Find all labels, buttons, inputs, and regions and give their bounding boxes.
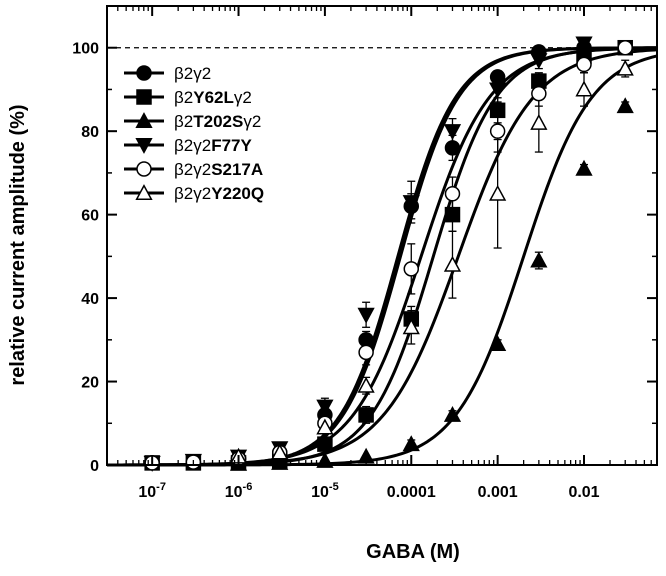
series-3-point bbox=[489, 335, 507, 351]
series-4-point bbox=[443, 124, 462, 141]
series-5-point bbox=[489, 123, 506, 139]
series-4-point bbox=[489, 82, 507, 99]
legend-marker bbox=[135, 138, 153, 154]
legend-entry-6: β2γ2Y220Q bbox=[124, 184, 264, 203]
series-6-point bbox=[443, 255, 462, 272]
legend-entry-1: β2γ2 bbox=[124, 64, 211, 83]
series-5-point bbox=[444, 186, 461, 202]
series-4-point bbox=[357, 307, 375, 324]
series-4-point bbox=[575, 36, 593, 53]
fit-curves bbox=[107, 46, 658, 467]
series-1-point bbox=[489, 69, 506, 85]
y-axis-title: relative current amplitude (%) bbox=[7, 104, 29, 385]
legend-marker bbox=[135, 112, 153, 128]
series-5-point bbox=[576, 56, 592, 73]
plot-frame bbox=[106, 5, 658, 466]
series-5-point bbox=[403, 261, 420, 277]
legend-label: β2γ2F77Y bbox=[174, 136, 252, 155]
legend-label: β2γ2S217A bbox=[174, 160, 263, 179]
series-6-point bbox=[271, 443, 289, 460]
series-2-fit-curve bbox=[107, 46, 658, 467]
series-2-point bbox=[317, 436, 333, 452]
series-4-point bbox=[530, 53, 548, 70]
series-6-point bbox=[489, 184, 507, 201]
series-5-point bbox=[531, 85, 547, 102]
legend-marker bbox=[135, 184, 153, 200]
series-6-point bbox=[575, 80, 593, 97]
series-4-point bbox=[316, 399, 334, 416]
y-tick-label: 100 bbox=[72, 41, 99, 58]
series-1-fit-curve bbox=[107, 46, 658, 467]
axes: 0 20 40 60 80 100 10-7 10-6 10-5 0.0001 0.001 0.01 bbox=[72, 5, 658, 501]
series-6-point bbox=[616, 59, 634, 76]
legend-marker bbox=[136, 161, 152, 177]
legend-entry-5: β2γ2S217A bbox=[124, 160, 263, 179]
series-6-point bbox=[316, 418, 334, 435]
series-2-point bbox=[444, 206, 461, 223]
series-6-point bbox=[357, 376, 375, 393]
x-tick-label: 10-6 bbox=[225, 481, 253, 501]
legend-label: β2γ2 bbox=[174, 64, 211, 83]
legend-label: β2T202Sγ2 bbox=[174, 112, 261, 131]
series-3-point bbox=[443, 406, 462, 422]
legend: β2γ2 β2Y62Lγ2 β2T202Sγ2 β2γ2F77Y β2γ2S217A β2… bbox=[124, 64, 264, 203]
y-tick-label: 60 bbox=[81, 208, 99, 225]
series-2-point bbox=[489, 102, 506, 119]
x-tick-label: 10-7 bbox=[138, 481, 166, 501]
series-5-fit-curve bbox=[107, 46, 658, 467]
x-tick-label: 0.001 bbox=[478, 484, 518, 501]
series-4-fit-curve bbox=[107, 46, 657, 467]
legend-label: β2Y62Lγ2 bbox=[174, 88, 252, 107]
series-5-point bbox=[358, 344, 374, 361]
series-3-point bbox=[616, 97, 634, 114]
legend-entry-2: β2Y62Lγ2 bbox=[124, 88, 252, 107]
legend-marker bbox=[136, 89, 152, 105]
series-4-point bbox=[402, 195, 420, 212]
x-tick-label: 0.0001 bbox=[387, 484, 436, 501]
y-tick-label: 20 bbox=[81, 375, 99, 392]
legend-marker bbox=[136, 65, 152, 81]
series-3-point bbox=[402, 435, 420, 452]
series-3-point bbox=[530, 251, 548, 268]
y-tick-label: 0 bbox=[90, 458, 99, 475]
legend-entry-4: β2γ2F77Y bbox=[124, 136, 252, 155]
x-tick-label: 0.01 bbox=[568, 484, 599, 501]
series-5-point bbox=[617, 39, 633, 56]
series-6-point bbox=[530, 113, 548, 130]
y-tick-label: 40 bbox=[81, 291, 99, 308]
legend-entry-3: β2T202Sγ2 bbox=[124, 112, 261, 131]
series-2-point bbox=[358, 407, 374, 423]
legend-label: β2γ2Y220Q bbox=[174, 184, 264, 203]
x-tick-label: 10-5 bbox=[311, 481, 339, 501]
series-3-point bbox=[575, 159, 593, 176]
series-1-point bbox=[444, 140, 461, 156]
x-axis-title: GABA (M) bbox=[366, 541, 460, 563]
series-6-point bbox=[402, 318, 420, 335]
y-tick-label: 80 bbox=[81, 124, 99, 141]
